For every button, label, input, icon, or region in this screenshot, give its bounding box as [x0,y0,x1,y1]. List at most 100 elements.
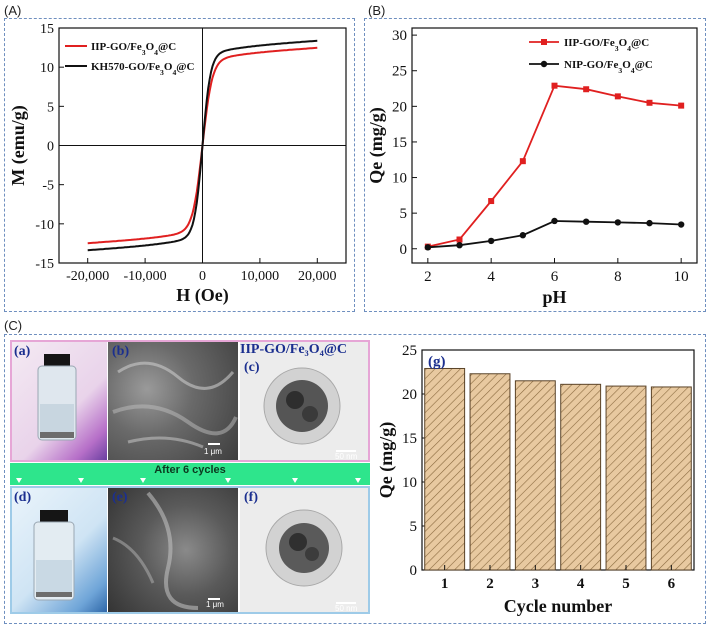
data-point [488,198,495,205]
panel-c-label: (C) [4,318,23,333]
x-tick-label: -20,000 [66,269,109,284]
legend-marker [540,60,548,68]
vial-photo-d [12,488,107,612]
data-point [519,158,526,165]
ph-adsorption-chart: 0 5 10 15 20 25 30 2 4 6 8 10 pH Qe (mg/g) IIP-GO/Fe3O… [366,27,698,307]
bar [650,386,692,571]
panel-b-label: (B) [368,3,386,18]
x-axis-label: Cycle number [504,596,612,616]
vial-photo-a [12,342,107,460]
data-point [551,217,558,225]
banner-text: After 6 cycles [154,464,226,476]
image-e-label: (e) [112,490,128,505]
cycle-bar-chart: 0 5 10 15 20 25 1 2 3 4 5 6 (g) Cycle number Qe (mg/g) [376,343,695,616]
x-tick-label: 2 [424,269,432,285]
x-tick-label: 2 [486,576,494,592]
y-tick-label: 0 [410,563,418,579]
bar [605,385,647,571]
scale-f: 50 nm [335,604,358,613]
data-point [646,219,653,227]
panel-a-label: (A) [4,3,22,18]
data-point [678,102,685,109]
x-tick-label: 4 [487,269,495,285]
panel-b-frame [364,18,706,312]
y-axis-label: Qe (mg/g) [376,422,397,498]
y-tick-label: 20 [392,99,407,115]
y-tick-label: 20 [402,387,417,403]
scale-b: 1 μm [204,447,222,456]
data-point [551,82,558,89]
tem-image-f [240,488,368,612]
bar [469,373,511,571]
data-point [677,221,685,228]
bar [514,380,556,571]
data-point [582,218,590,225]
y-tick-label: -5 [42,179,54,194]
x-tick-label: 10,000 [241,269,280,284]
image-c-label: (c) [244,360,260,375]
x-tick-label: 6 [551,269,559,285]
sem-image-b [108,342,238,460]
y-tick-label: 15 [402,431,417,447]
series-line [427,220,682,249]
arrow-icon [225,478,231,483]
panel-a-frame [4,18,355,312]
image-b-label: (b) [112,344,130,359]
x-tick-label: 3 [532,576,540,592]
chart-g-label: (g) [428,354,446,370]
data-point [456,236,463,243]
legend-marker [541,39,547,45]
legend-label: IIP-GO/Fe3O4@C [564,37,649,53]
arrow-icon [16,478,22,483]
tem-image-c [240,342,368,460]
y-tick-label: 10 [392,171,407,187]
legend-label: NIP-GO/Fe3O4@C [564,59,653,75]
scale-e: 1 μm [206,600,224,609]
y-tick-label: -15 [35,257,54,272]
x-tick-label: -10,000 [124,269,167,284]
x-tick-label: 20,000 [298,269,337,284]
y-tick-label: 5 [410,519,418,535]
x-tick-label: 4 [577,576,585,592]
y-tick-label: -10 [35,218,54,233]
series-line [87,39,318,252]
y-tick-label: 10 [40,61,54,76]
after-cycles-banner: After 6 cycles [10,463,370,485]
magnetization-chart: -15 -10 -5 0 5 10 15 -20,000 -10,000 0 10,000 20,00… [8,22,347,306]
image-d-label: (d) [14,490,32,505]
y-tick-label: 15 [40,22,54,37]
before-images-frame [10,340,370,462]
y-tick-label: 5 [400,206,408,222]
sem-image-e [108,488,238,612]
bar [560,383,602,571]
legend-label: IIP-GO/Fe3O4@C [91,41,176,57]
x-tick-label: 8 [614,269,622,285]
y-tick-label: 0 [400,242,408,258]
y-tick-label: 30 [392,28,407,44]
data-point [646,99,653,106]
arrow-icon [355,478,361,483]
x-axis-label: H (Oe) [176,285,228,306]
y-tick-label: 25 [402,343,417,359]
y-axis-label: M (emu/g) [8,105,29,185]
x-tick-label: 5 [622,576,630,592]
legend-label: KH570-GO/Fe3O4@C [91,61,195,77]
arrow-icon [140,478,146,483]
data-point [614,219,622,226]
scale-c: 50 nm [335,452,358,461]
data-point [583,86,590,93]
data-point [487,237,495,245]
sample-title: IIP-GO/Fe₃O₄@C [240,342,347,357]
data-point [456,241,463,249]
y-axis-label: Qe (mg/g) [366,107,387,183]
panel-c-frame [4,334,706,624]
x-tick-label: 6 [668,576,676,592]
bar [424,367,466,571]
arrow-icon [292,478,298,483]
y-tick-label: 0 [47,140,54,155]
data-point [424,244,432,251]
plot-frame [421,349,695,571]
x-axis-label: pH [542,287,566,307]
data-point [519,232,527,239]
